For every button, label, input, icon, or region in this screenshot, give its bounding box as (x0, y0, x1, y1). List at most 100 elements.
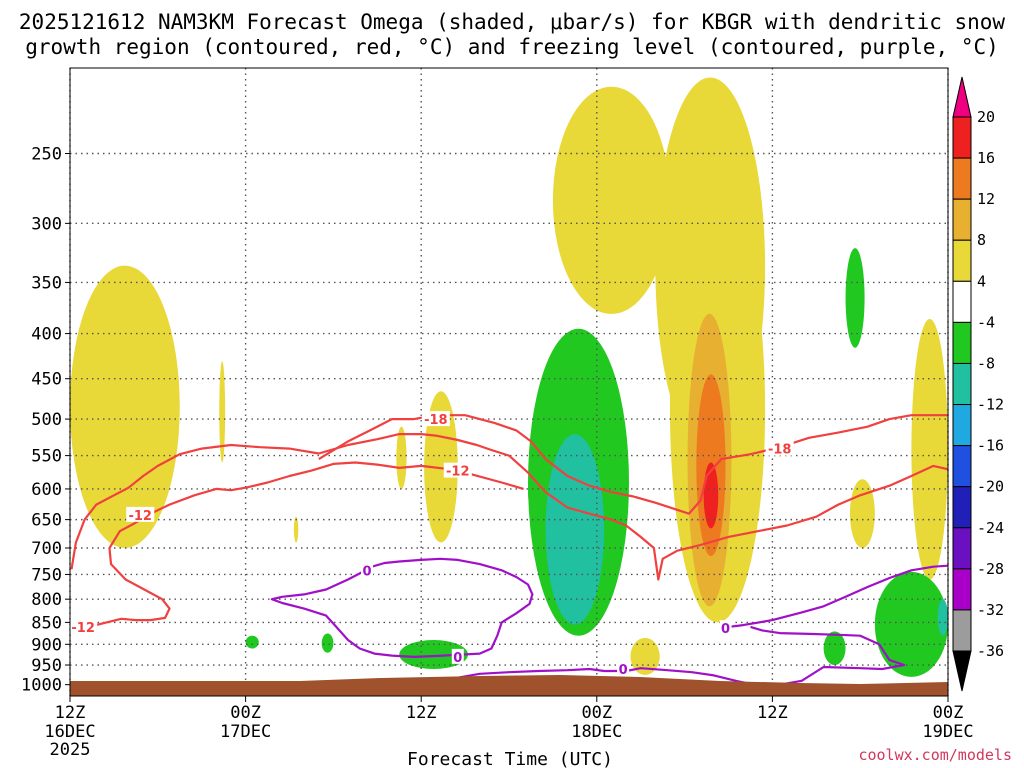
omega-region--4to-8-18 (245, 635, 259, 649)
x-tick-label-60-line2: 19DEC (922, 722, 973, 742)
contour-dgz-minus18-label-0: -18 (424, 413, 448, 428)
y-tick-label-400: 400 (31, 325, 62, 345)
y-tick-label-450: 450 (31, 370, 62, 390)
omega-region--4to-8-15 (528, 469, 542, 514)
x-tick-label-24-line1: 12Z (406, 703, 437, 723)
omega-region--4to-8-16 (845, 248, 865, 348)
contour-freezing-level-label-3: 0 (619, 663, 628, 678)
colorbar-tick-6: -8 (977, 354, 995, 372)
omega-region--4to-8-17 (399, 640, 469, 670)
chart-title-line1: 2025121612 NAM3KM Forecast Omega (shaded… (19, 10, 1006, 34)
y-tick-label-650: 650 (31, 511, 62, 531)
y-tick-label-900: 900 (31, 635, 62, 655)
contour-freezing-level-label-bg-0 (361, 562, 374, 578)
x-tick-label-0-line2: 16DEC (44, 722, 95, 742)
y-tick-label-1000: 1000 (21, 676, 62, 696)
contour-dgz-minus12-label-bg-0 (126, 506, 155, 522)
contour-dgz-minus12-label-bg-1 (443, 462, 472, 478)
omega-region--4to-8-19 (321, 633, 334, 653)
y-tick-label-950: 950 (31, 656, 62, 676)
colorbar-tick-2: 12 (977, 190, 995, 208)
colorbar-tick-0: 20 (977, 108, 995, 126)
contour-dgz-minus18-label-bg-0 (421, 411, 450, 427)
x-tick-label-48-line1: 12Z (757, 703, 788, 723)
contour-freezing-level-east (721, 564, 948, 629)
colorbar-tick-11: -28 (977, 560, 1004, 578)
omega-region-16to20-13 (703, 462, 719, 529)
colorbar-tick-1: 16 (977, 149, 995, 167)
contour-dgz-minus12-lower (70, 461, 524, 628)
contour-dgz-minus12-label-bg-2 (70, 618, 98, 634)
y-tick-label-600: 600 (31, 480, 62, 500)
y-tick-label-750: 750 (31, 565, 62, 585)
omega-shading (70, 77, 948, 677)
colorbar-segment-12 (952, 609, 972, 652)
x-tick-label-36-line2: 18DEC (571, 722, 622, 742)
colorbar-segment-4 (952, 280, 972, 323)
colorbar-tick-3: 8 (977, 231, 986, 249)
chart-title-line2: growth region (contoured, red, °C) and f… (25, 35, 999, 59)
colorbar-tick-7: -12 (977, 396, 1004, 414)
contour-dgz-minus12-label-0: -12 (128, 509, 152, 524)
omega-region--4to-8-20 (823, 631, 846, 666)
contour-dgz-minus18-label-bg-1 (765, 440, 794, 456)
colorbar-segment-6 (952, 362, 972, 406)
x-tick-label-60-line1: 00Z (933, 703, 964, 723)
y-tick-label-500: 500 (31, 410, 62, 430)
contour-dgz-minus12-label-1: -12 (446, 465, 470, 480)
x-axis-label: Forecast Time (UTC) (407, 749, 613, 768)
contour-dgz-minus12-upper (70, 433, 948, 581)
colorbar-segment-3 (952, 239, 972, 282)
colorbar-tick-10: -24 (977, 519, 1004, 537)
colorbar-segment-9 (952, 486, 972, 529)
colorbar-tick-4: 4 (977, 272, 986, 290)
y-tick-label-800: 800 (31, 590, 62, 610)
omega-region-4to8-3 (424, 391, 458, 543)
contour-freezing-level-label-1: 0 (453, 651, 462, 666)
colorbar-segment-7 (952, 404, 972, 447)
colorbar-segment-11 (952, 568, 972, 611)
contour-lines: -18 -18 -12 -12 -12 0 0 0 0 (70, 411, 948, 687)
colorbar-segment-top-arrow (952, 76, 972, 118)
colorbar-segment-10 (952, 527, 972, 570)
x-tick-label-0-line3: 2025 (50, 740, 91, 760)
omega-region--8to-12-22 (545, 434, 605, 625)
x-tick-label-12-line2: 17DEC (220, 722, 271, 742)
colorbar-tick-5: -4 (977, 313, 995, 331)
omega-region-4to8-1 (219, 361, 226, 463)
colorbar-segment-5 (952, 321, 972, 364)
colorbar-segment-1 (952, 157, 972, 200)
contour-freezing-level-label-0: 0 (363, 564, 372, 579)
watermark: coolwx.com/models (858, 746, 1012, 764)
colorbar-tick-12: -32 (977, 601, 1004, 619)
contour-freezing-level-label-bg-2 (719, 620, 732, 636)
x-tick-label-0-line1: 12Z (55, 703, 86, 723)
omega-region--8to-12-23 (937, 599, 948, 636)
contour-freezing-level-label-bg-1 (451, 648, 464, 664)
colorbar-tick-9: -20 (977, 478, 1004, 496)
y-axis: 2503003504004505005506006507007508008509… (21, 144, 70, 696)
colorbar: 20 16 12 8 4 -4 -8 -12 -16 -20 -24 -28 -32 -36 (952, 76, 1004, 692)
y-tick-label-700: 700 (31, 539, 62, 559)
colorbar-segment-8 (952, 445, 972, 488)
contour-freezing-level-label-bg-3 (617, 661, 630, 677)
y-tick-label-250: 250 (31, 144, 62, 164)
colorbar-segment-0 (952, 116, 972, 159)
plot-background (70, 68, 948, 696)
colorbar-segment-bottom-arrow (952, 650, 972, 692)
y-tick-label-300: 300 (31, 214, 62, 234)
omega-region-4to8-9 (911, 318, 948, 580)
x-tick-label-12-line1: 00Z (230, 703, 261, 723)
contour-dgz-minus12-label-2: -12 (71, 621, 95, 636)
contour-dgz-minus18-label-1: -18 (768, 443, 792, 458)
colorbar-segment-2 (952, 198, 972, 241)
colorbar-tick-13: -36 (977, 642, 1004, 660)
contour-freezing-level-label-2: 0 (721, 622, 730, 637)
x-tick-label-36-line1: 00Z (581, 703, 612, 723)
omega-region-4to8-0 (70, 265, 180, 549)
omega-region-4to8-5 (552, 86, 670, 314)
omega-region-4to8-2 (396, 426, 407, 489)
contour-freezing-level-loop (270, 557, 534, 658)
